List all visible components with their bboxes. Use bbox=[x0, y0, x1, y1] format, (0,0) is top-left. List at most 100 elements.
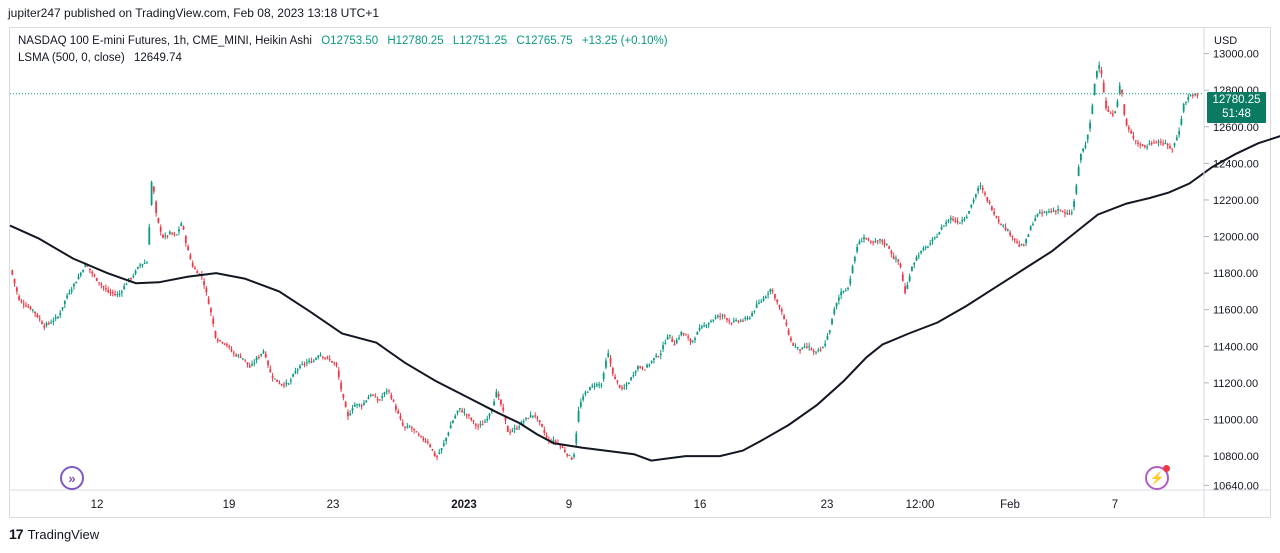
candle-body bbox=[1054, 210, 1057, 212]
candle-body bbox=[821, 347, 824, 349]
candle-body bbox=[189, 254, 192, 259]
candle-body bbox=[929, 243, 932, 245]
candle-body bbox=[705, 325, 708, 327]
candle-body bbox=[18, 296, 21, 300]
candle-body bbox=[440, 448, 443, 451]
candle-body bbox=[11, 270, 14, 275]
candle-body bbox=[602, 373, 605, 379]
candle-body bbox=[1100, 70, 1103, 74]
lightning-icon[interactable]: ⚡ bbox=[1145, 465, 1170, 490]
symbol-legend[interactable]: NASDAQ 100 E-mini Futures, 1h, CME_MINI,… bbox=[18, 35, 674, 47]
tradingview-logo-icon[interactable]: 17 bbox=[9, 526, 24, 542]
ohlc-open: O12753.50 bbox=[321, 35, 379, 47]
candle-body bbox=[82, 270, 84, 272]
candle-body bbox=[883, 242, 886, 245]
symbol-name[interactable]: NASDAQ 100 E-mini Futures, 1h, CME_MINI,… bbox=[18, 35, 312, 47]
candle-body bbox=[109, 291, 112, 293]
candle-body bbox=[890, 251, 893, 254]
candle-body bbox=[372, 394, 374, 396]
price-axis-label: 12600.00 bbox=[1213, 122, 1259, 134]
candle-body bbox=[146, 262, 148, 264]
candle-body bbox=[1116, 101, 1119, 107]
candle-body bbox=[666, 336, 669, 340]
candle-body bbox=[1173, 143, 1176, 146]
chart-frame[interactable] bbox=[9, 27, 1271, 518]
candle-body bbox=[917, 255, 920, 257]
candle-body bbox=[568, 455, 571, 457]
price-axis-label: 11800.00 bbox=[1213, 268, 1258, 280]
candle-body bbox=[1016, 241, 1018, 243]
indicator-value: 12649.74 bbox=[133, 52, 182, 64]
candle-body bbox=[712, 319, 715, 321]
candle-body bbox=[207, 298, 210, 305]
candle-body bbox=[863, 237, 865, 240]
candle-body bbox=[136, 266, 139, 269]
candle-body bbox=[52, 320, 55, 322]
candles bbox=[11, 61, 1199, 461]
candle-body bbox=[767, 293, 769, 295]
candle-body bbox=[1009, 232, 1012, 236]
candle-body bbox=[732, 320, 735, 322]
candle-body bbox=[554, 440, 557, 442]
candle-body bbox=[278, 382, 281, 384]
candle-body bbox=[589, 387, 591, 390]
candle-body bbox=[1111, 113, 1114, 116]
candle-body bbox=[120, 291, 123, 293]
candle-body bbox=[271, 375, 274, 379]
brand-name[interactable]: TradingView bbox=[27, 526, 100, 542]
candle-body bbox=[43, 325, 46, 328]
candle-body bbox=[379, 399, 381, 401]
candle-body bbox=[570, 457, 573, 460]
candle-body bbox=[1038, 212, 1041, 214]
candle-body bbox=[1189, 95, 1192, 97]
candle-body bbox=[1182, 104, 1185, 112]
indicator-legend[interactable]: LSMA (500, 0, close) 12649.74 bbox=[18, 52, 182, 64]
candle-body bbox=[251, 364, 253, 366]
time-axis-label: 12:00 bbox=[906, 499, 935, 511]
candle-body bbox=[1146, 146, 1149, 148]
last-price-value: 12780.25 bbox=[1212, 94, 1261, 106]
candle-body bbox=[879, 239, 881, 241]
indicator-name[interactable]: LSMA (500, 0, close) bbox=[18, 52, 125, 64]
candle-body bbox=[509, 431, 511, 433]
candle-body bbox=[401, 422, 404, 426]
candle-body bbox=[1127, 127, 1130, 130]
candle-body bbox=[171, 232, 174, 234]
double-chevron-right-icon[interactable]: » bbox=[60, 466, 84, 490]
candle-body bbox=[337, 370, 340, 378]
candle-body bbox=[394, 405, 397, 410]
candle-body bbox=[426, 441, 429, 443]
candle-body bbox=[621, 387, 623, 389]
candle-body bbox=[143, 263, 146, 265]
candle-body bbox=[63, 300, 66, 304]
candle-body bbox=[228, 345, 231, 347]
candle-body bbox=[1061, 210, 1064, 212]
candle-body bbox=[180, 223, 183, 226]
candle-body bbox=[520, 421, 523, 425]
candle-body bbox=[605, 360, 607, 368]
bar-countdown: 51:48 bbox=[1222, 108, 1251, 120]
candle-body bbox=[842, 291, 845, 293]
candle-body bbox=[792, 343, 795, 346]
candle-body bbox=[721, 314, 724, 316]
candle-body bbox=[1153, 142, 1155, 144]
candle-body bbox=[618, 385, 621, 388]
candle-body bbox=[648, 364, 651, 366]
candle-body bbox=[1137, 142, 1139, 144]
candle-body bbox=[518, 426, 521, 428]
publisher-line: jupiter247 published on TradingView.com,… bbox=[8, 6, 380, 20]
candle-body bbox=[86, 265, 89, 267]
candle-body bbox=[452, 420, 454, 424]
candle-body bbox=[785, 322, 788, 325]
candle-body bbox=[70, 289, 73, 292]
footer[interactable]: 17 TradingView bbox=[9, 526, 99, 542]
candle-body bbox=[262, 351, 265, 354]
candle-body bbox=[187, 246, 190, 251]
candle-body bbox=[59, 312, 62, 316]
candle-body bbox=[148, 227, 151, 245]
candle-body bbox=[369, 394, 372, 396]
candle-body bbox=[901, 274, 904, 281]
candle-body bbox=[203, 281, 205, 285]
candle-body bbox=[260, 353, 263, 356]
